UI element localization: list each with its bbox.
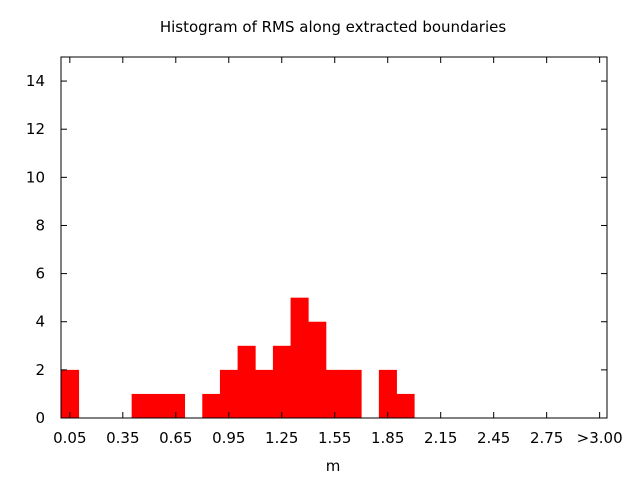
plot-frame [60,56,608,419]
chart-title: Histogram of RMS along extracted boundar… [160,18,507,36]
y-tick-label: 12 [26,120,45,138]
bar-1.05 [237,345,256,418]
x-tick-label: 2.45 [477,429,510,447]
bar-0.45 [131,393,150,418]
x-tick-label: >3.00 [577,429,623,447]
x-tick-label: 1.85 [371,429,404,447]
x-tick-label: 2.75 [530,429,563,447]
ticks-group: 0 2 4 6 8 10 12 14 0.05 0.35 0.65 0.95 1.25 1.55 1.85 2… [26,57,623,447]
y-tick-label: 10 [26,168,45,186]
x-tick-label: 0.05 [53,429,86,447]
bar-0.85 [202,393,221,418]
x-tick-label: 0.35 [106,429,139,447]
bar-0.55 [149,393,168,418]
x-tick-label: 1.25 [265,429,298,447]
bar-1.45 [308,321,327,418]
x-tick-label: 2.15 [424,429,457,447]
bar-1.25 [272,345,291,418]
y-tick-label: 8 [35,216,45,234]
y-tick-label: 0 [35,409,45,427]
bar-1.65 [343,369,362,418]
bar-0.95 [219,369,238,418]
y-tick-label: 2 [35,361,45,379]
y-tick-label: 6 [35,265,45,283]
x-tick-label: 0.95 [212,429,245,447]
bar-1.35 [290,297,309,418]
bar-0.65 [166,393,186,418]
bar-1.15 [255,369,274,418]
y-tick-label: 4 [35,313,45,331]
x-axis-label: m [326,457,341,475]
bars-group [61,297,415,418]
x-tick-label: 0.65 [159,429,192,447]
y-tick-label: 14 [26,72,45,90]
bar-0.05 [61,369,80,418]
x-tick-label: 1.55 [318,429,351,447]
bar-1.95 [396,393,415,418]
bar-1.55 [325,369,344,418]
bar-1.85 [378,369,397,418]
